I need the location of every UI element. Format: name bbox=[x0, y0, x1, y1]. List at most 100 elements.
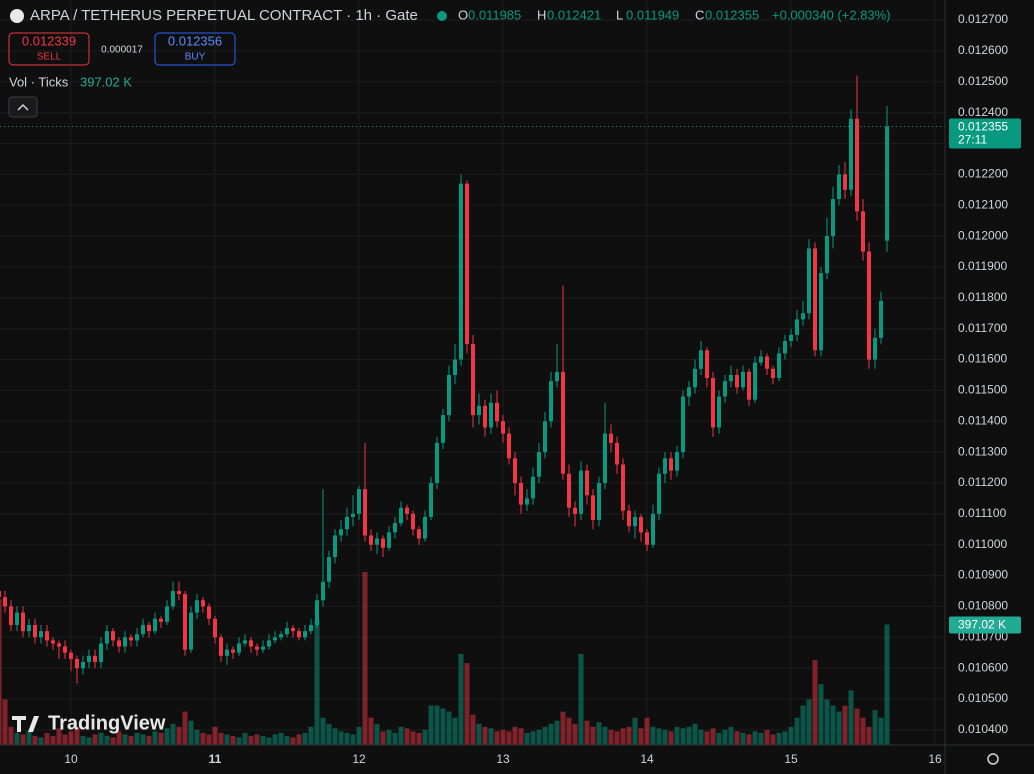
volume-bar bbox=[380, 731, 386, 745]
candle-body bbox=[405, 507, 409, 514]
buy-price[interactable]: 0.012356 bbox=[168, 33, 222, 48]
candle-body bbox=[423, 516, 427, 539]
volume-bar bbox=[254, 734, 260, 745]
volume-bar bbox=[638, 728, 644, 745]
settings-icon[interactable] bbox=[987, 753, 999, 765]
candle-body bbox=[3, 597, 7, 607]
volume-bar bbox=[8, 726, 14, 745]
candle-body bbox=[465, 183, 469, 345]
candle-body bbox=[417, 529, 421, 539]
candle-body bbox=[135, 634, 139, 641]
candle-body bbox=[375, 538, 379, 545]
candle-body bbox=[675, 452, 679, 471]
volume-bar bbox=[326, 723, 332, 745]
volume-bar bbox=[92, 734, 98, 745]
candle-body bbox=[21, 612, 25, 632]
change-label: +0.000340 (+2.83%) bbox=[772, 7, 891, 22]
candle-body bbox=[615, 442, 619, 465]
symbol-icon bbox=[10, 9, 24, 23]
volume-bar bbox=[0, 599, 2, 745]
candle-body bbox=[285, 628, 289, 635]
volume-bar bbox=[572, 723, 578, 745]
y-tick-label: 0.012500 bbox=[958, 74, 1008, 88]
volume-bar bbox=[62, 734, 68, 745]
volume-bar bbox=[296, 734, 302, 745]
candle-body bbox=[225, 649, 229, 656]
volume-bar bbox=[800, 705, 806, 745]
volume-bar bbox=[602, 726, 608, 745]
logo: TradingView bbox=[48, 712, 166, 734]
volume-bar bbox=[674, 726, 680, 745]
volume-bar bbox=[752, 731, 758, 745]
volume-bar bbox=[272, 734, 278, 745]
candle-body bbox=[597, 482, 601, 521]
volume-bar bbox=[536, 729, 542, 745]
volume-bar bbox=[194, 729, 200, 745]
candle-body bbox=[207, 606, 211, 619]
volume-bar bbox=[320, 717, 326, 745]
candle-body bbox=[297, 631, 301, 638]
volume-bar bbox=[26, 731, 32, 745]
volume-bar bbox=[692, 723, 698, 745]
y-tick-label: 0.012700 bbox=[958, 12, 1008, 26]
volume-bar bbox=[716, 732, 722, 745]
volume-bar bbox=[656, 728, 662, 745]
volume-value: 397.02 K bbox=[80, 74, 132, 89]
candle-body bbox=[441, 415, 445, 443]
volume-bar bbox=[38, 737, 44, 745]
buy-label[interactable]: BUY bbox=[185, 52, 206, 63]
volume-bar bbox=[878, 717, 884, 745]
collapse-icon[interactable] bbox=[17, 103, 29, 111]
candle-body bbox=[669, 458, 673, 471]
volume-bar bbox=[500, 729, 506, 745]
candle-body bbox=[519, 482, 523, 505]
sell-button[interactable] bbox=[8, 32, 90, 66]
y-tick-label: 0.012600 bbox=[958, 43, 1008, 57]
candle-body bbox=[549, 381, 553, 422]
buy-button[interactable] bbox=[154, 32, 236, 66]
candle-body bbox=[861, 211, 865, 252]
volume-bar bbox=[608, 729, 614, 745]
candle-body bbox=[765, 356, 769, 369]
volume-bar bbox=[110, 737, 116, 745]
candle-body bbox=[687, 387, 691, 397]
volume-bar bbox=[134, 732, 140, 745]
candle-body bbox=[603, 433, 607, 483]
y-tick-label: 0.011200 bbox=[958, 475, 1007, 489]
collapse-button[interactable] bbox=[8, 96, 38, 118]
candle-body bbox=[651, 513, 655, 545]
volume-bar bbox=[230, 735, 236, 745]
volume-bar bbox=[806, 699, 812, 745]
candle-body bbox=[555, 371, 559, 382]
volume-bar bbox=[836, 711, 842, 745]
candle-body bbox=[27, 624, 31, 632]
volume-bar bbox=[242, 732, 248, 745]
volume-bar bbox=[116, 731, 122, 745]
x-tick-label: 11 bbox=[209, 752, 222, 766]
candle-body bbox=[507, 433, 511, 459]
volume-bar bbox=[860, 717, 866, 745]
volume-bar bbox=[338, 731, 344, 745]
candle-body bbox=[39, 631, 43, 638]
volume-bar bbox=[266, 737, 272, 745]
candle-body bbox=[0, 591, 1, 598]
volume-bar bbox=[848, 690, 854, 745]
market-status bbox=[437, 11, 447, 21]
candle-body bbox=[33, 624, 37, 638]
volume-bar bbox=[278, 732, 284, 745]
candle-body bbox=[873, 337, 877, 360]
candle-body bbox=[177, 591, 181, 595]
volume-bar bbox=[458, 653, 464, 745]
sell-label[interactable]: SELL bbox=[37, 52, 62, 63]
candle-body bbox=[195, 600, 199, 613]
x-tick-label: 12 bbox=[352, 752, 366, 766]
volume-bar bbox=[488, 728, 494, 745]
candle-body bbox=[885, 126, 889, 241]
y-tick-label: 0.011500 bbox=[958, 383, 1007, 397]
volume-bar bbox=[398, 726, 404, 745]
logo-mark bbox=[12, 716, 39, 732]
volume-bar bbox=[794, 717, 800, 745]
sell-price[interactable]: 0.012339 bbox=[22, 33, 76, 48]
volume-bar bbox=[788, 726, 794, 745]
